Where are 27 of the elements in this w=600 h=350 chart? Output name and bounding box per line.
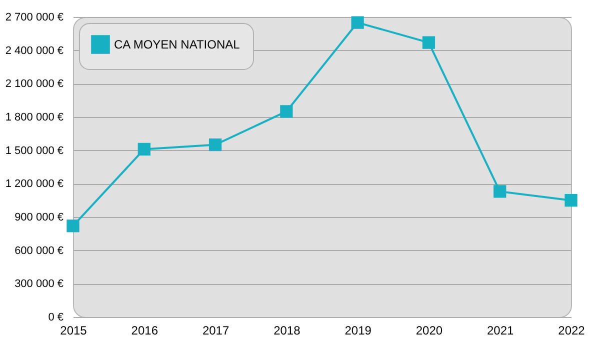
point <box>494 185 506 198</box>
y-tick-label: 2 700 000 € <box>5 12 64 24</box>
y-tick-label: 2 100 000 € <box>5 78 64 90</box>
x-tick-label: 2021 <box>487 324 514 338</box>
point <box>138 142 150 156</box>
y-tick-label: 300 000 € <box>14 278 64 290</box>
y-tick-label: 0 € <box>48 312 64 324</box>
point <box>564 194 578 207</box>
point <box>280 105 293 118</box>
y-tick-label: 600 000 € <box>14 244 64 257</box>
y-tick-label: 1 500 000 € <box>5 144 64 157</box>
x-tick-label: 2018 <box>274 324 301 338</box>
legend-label: CA MOYEN NATIONAL <box>114 38 240 52</box>
y-tick-label: 2 400 000 € <box>5 44 64 57</box>
point <box>208 138 222 152</box>
x-tick-label: 2019 <box>344 324 372 338</box>
y-tick-label: 900 000 € <box>14 212 64 224</box>
point <box>422 36 436 49</box>
point <box>351 16 364 29</box>
y-tick-label: 1 800 000 € <box>5 112 64 124</box>
x-tick-label: 2020 <box>416 324 443 338</box>
x-tick-label: 2016 <box>131 324 158 338</box>
point <box>66 220 80 232</box>
x-tick-label: 2022 <box>558 324 586 338</box>
x-tick-label: 2015 <box>60 324 88 338</box>
x-tick-label: 2017 <box>202 324 230 338</box>
y-tick-label: 1 200 000 € <box>5 178 64 190</box>
